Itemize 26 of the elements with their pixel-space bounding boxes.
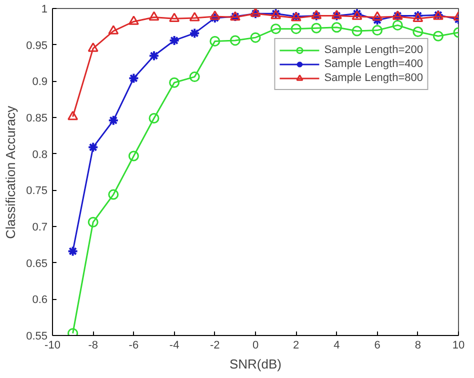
y-tick-label: 0.8	[32, 148, 48, 161]
y-tick-label: 0.6	[32, 294, 48, 306]
x-tick-label: -4	[169, 340, 180, 352]
y-tick-label: 1	[41, 4, 48, 16]
y-tick-label: 0.9	[32, 76, 48, 88]
legend-label: Sample Length=200	[324, 43, 423, 57]
y-tick-label: 0.55	[26, 330, 48, 342]
y-tick-label: 0.7	[32, 222, 48, 234]
x-tick-label: -8	[88, 340, 98, 352]
y-tick-label: 0.95	[26, 40, 48, 52]
x-tick-label: -10	[44, 340, 60, 352]
x-tick-label: 2	[293, 340, 300, 352]
y-tick-label: 0.65	[26, 258, 48, 270]
x-tick-label: -6	[128, 340, 139, 352]
x-tick-label: 8	[414, 340, 421, 352]
x-tick-label: -2	[210, 340, 220, 352]
x-tick-label: 10	[452, 340, 465, 352]
x-axis-title: SNR(dB)	[229, 356, 282, 372]
x-tick-label: 6	[374, 340, 380, 352]
legend-label: Sample Length=400	[324, 57, 423, 71]
legend-label: Sample Length=800	[324, 71, 423, 85]
y-axis-title: Classification Accuracy	[3, 105, 18, 239]
y-tick-label: 0.85	[26, 112, 48, 124]
x-tick-label: 4	[334, 340, 340, 352]
y-tick-label: 0.75	[26, 185, 48, 198]
x-tick-label: 0	[252, 340, 259, 352]
